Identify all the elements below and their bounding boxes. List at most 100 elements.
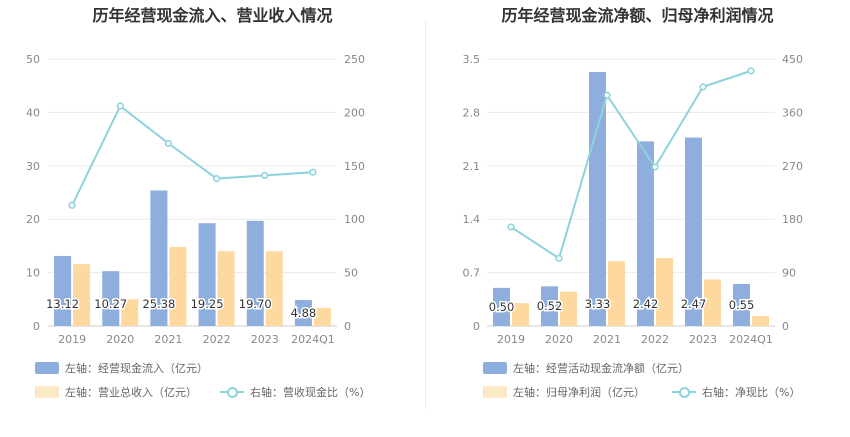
legend-swatch-orange: [483, 386, 507, 398]
legend-swatch-blue: [483, 362, 507, 374]
bar-secondary: [704, 279, 721, 326]
legend-swatch-line: [672, 386, 696, 398]
bar-data-label: 19.25: [191, 297, 224, 311]
bar-secondary: [656, 258, 673, 326]
left-legend-item-1[interactable]: 左轴：经营现金流入（亿元）: [35, 360, 208, 376]
ratio-point: [603, 91, 611, 99]
bar-data-label: 13.12: [46, 297, 79, 311]
bar-data-label: 0.50: [489, 300, 515, 314]
y-right-tick-label: 90: [782, 267, 796, 280]
y-left-tick-label: 40: [26, 106, 40, 119]
bar-primary: [150, 190, 168, 326]
left-chart-title: 历年经营现金流入、营业收入情况: [92, 6, 333, 25]
y-left-tick-label: 10: [26, 267, 40, 280]
ratio-point: [309, 168, 317, 176]
right-legend-item-1[interactable]: 左轴：经营活动现金流净额（亿元）: [483, 360, 689, 376]
bar-primary: [198, 223, 216, 326]
y-left-tick-label: 2.8: [463, 106, 481, 119]
bar-data-label: 2.47: [681, 297, 707, 311]
legend-label: 左轴：经营活动现金流净额（亿元）: [513, 362, 689, 375]
bar-secondary: [608, 261, 625, 326]
y-right-tick-label: 200: [344, 106, 365, 119]
right-chart-svg: 0 0.7 1.4 2.1 2.8 3.5 0 90 180 270 360 450 2019 2020 2…: [463, 53, 804, 346]
bar-secondary: [121, 299, 139, 326]
legend-label: 左轴：营业总收入（亿元）: [65, 386, 197, 399]
y-right-tick-label: 360: [782, 106, 803, 119]
bar-data-label: 10.27: [94, 297, 127, 311]
ratio-point: [116, 102, 124, 110]
bar-secondary: [169, 246, 187, 326]
bar-secondary: [512, 303, 529, 326]
y-right-tick-label: 50: [344, 267, 358, 280]
bar-data-label: 0.55: [729, 298, 755, 312]
x-tick-label: 2021: [154, 333, 182, 346]
ratio-point: [507, 223, 515, 231]
legend-label: 右轴：营收现金比（%）: [250, 386, 371, 399]
ratio-point: [747, 67, 755, 75]
bar-data-label: 25.38: [142, 297, 175, 311]
bar-primary: [493, 287, 510, 326]
bar-secondary: [265, 251, 283, 326]
x-tick-label: 2023: [251, 333, 279, 346]
right-chart-title: 历年经营现金流净额、归母净利润情况: [501, 6, 774, 25]
left-legend-item-3[interactable]: 右轴：营收现金比（%）: [220, 384, 370, 400]
y-left-tick-label: 2.1: [463, 160, 481, 173]
y-left-tick-label: 20: [26, 213, 40, 226]
y-right-tick-label: 450: [782, 53, 803, 66]
y-left-tick-label: 0: [33, 320, 40, 333]
x-tick-label: 2020: [106, 333, 134, 346]
ratio-point: [68, 201, 76, 209]
y-left-tick-label: 50: [26, 53, 40, 66]
legend-swatch-orange: [35, 386, 59, 398]
y-left-tick-label: 0.7: [463, 267, 481, 280]
legend-label: 左轴：经营现金流入（亿元）: [65, 362, 208, 375]
y-right-tick-label: 270: [782, 160, 803, 173]
bar-primary: [102, 271, 120, 326]
x-tick-label: 2021: [593, 333, 621, 346]
x-tick-label: 2019: [58, 333, 86, 346]
bar-data-label: 19.70: [239, 297, 272, 311]
ratio-point: [699, 83, 707, 91]
ratio-line: [510, 69, 752, 260]
y-left-tick-label: 3.5: [463, 53, 481, 66]
ratio-point: [261, 171, 269, 180]
left-chart-svg: 0 10 20 30 40 50 0 50 100 150 200 250 2019 2020 2021 20…: [26, 53, 365, 346]
right-legend-item-2[interactable]: 左轴：归母净利润（亿元）: [483, 384, 645, 400]
bar-primary: [246, 220, 264, 326]
legend-swatch-blue: [35, 362, 59, 374]
y-right-tick-label: 0: [344, 320, 351, 333]
x-tick-label: 2023: [689, 333, 717, 346]
ratio-point: [555, 254, 563, 262]
bar-secondary: [313, 307, 331, 326]
bar-data-label: 3.33: [585, 297, 611, 311]
bar-data-label: 2.42: [633, 297, 659, 311]
right-chart-panel: 历年经营现金流净额、归母净利润情况 0 0.7 1.4 2.1 2.8 3.5 0 90 180…: [425, 0, 850, 437]
y-left-tick-label: 30: [26, 160, 40, 173]
left-legend-item-2[interactable]: 左轴：营业总收入（亿元）: [35, 384, 197, 400]
y-right-tick-label: 250: [344, 53, 365, 66]
right-legend-item-3[interactable]: 右轴：净现比（%）: [672, 384, 800, 400]
ratio-point: [164, 139, 173, 147]
bar-primary: [685, 137, 702, 326]
bar-secondary: [217, 251, 235, 326]
left-chart-panel: 历年经营现金流入、营业收入情况 0 10 20 30 40 50 0 50 100 150 200 2…: [26, 6, 370, 400]
legend-swatch-line: [220, 386, 244, 398]
ratio-point: [212, 175, 221, 183]
x-tick-label: 2024Q1: [729, 333, 773, 346]
bar-data-label: 4.88: [291, 306, 317, 320]
ratio-line: [71, 104, 313, 206]
y-right-tick-label: 100: [344, 213, 365, 226]
bar-data-label: 0.52: [537, 299, 563, 313]
y-right-tick-label: 0: [782, 320, 789, 333]
x-tick-label: 2019: [497, 333, 525, 346]
y-left-tick-label: 0: [473, 320, 480, 333]
bar-primary: [733, 284, 750, 326]
bar-secondary: [560, 291, 577, 326]
legend-label: 右轴：净现比（%）: [702, 386, 801, 399]
bar-secondary: [752, 316, 769, 326]
bar-secondary: [73, 264, 91, 326]
bar-primary: [541, 286, 558, 326]
y-left-tick-label: 1.4: [463, 213, 481, 226]
bar-primary: [589, 71, 606, 327]
bar-primary: [637, 141, 654, 326]
